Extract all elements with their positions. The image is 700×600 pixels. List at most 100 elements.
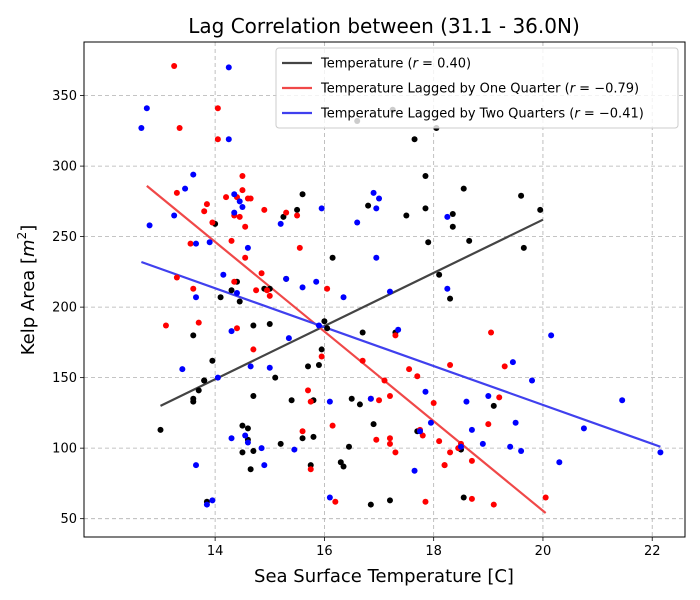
- point-series0-49: [365, 202, 372, 209]
- point-series0-8: [209, 357, 216, 364]
- point-series0-14: [239, 449, 246, 456]
- point-series2-34: [291, 446, 298, 453]
- legend-label-prefix-0: Temperature (: [320, 57, 413, 72]
- point-series0-51: [370, 421, 377, 428]
- point-series0-30: [294, 206, 301, 213]
- point-series0-13: [236, 298, 243, 305]
- point-series1-69: [488, 329, 495, 336]
- point-series0-72: [520, 244, 527, 251]
- x-axis-title: Sea Surface Temperature [C]: [254, 566, 514, 587]
- point-series2-41: [340, 294, 347, 301]
- point-series2-36: [313, 278, 320, 285]
- point-series2-19: [231, 209, 238, 216]
- point-series0-1: [190, 332, 197, 339]
- fit-lines: [140, 184, 661, 514]
- point-series0-21: [250, 392, 257, 399]
- point-series2-11: [206, 239, 213, 246]
- point-series2-4: [179, 366, 186, 373]
- point-series1-34: [296, 244, 303, 251]
- point-series1-29: [261, 206, 268, 213]
- point-series2-30: [266, 364, 273, 371]
- point-series1-61: [441, 462, 448, 469]
- point-series2-28: [258, 445, 265, 452]
- point-series0-18: [247, 466, 254, 473]
- point-series1-58: [430, 400, 437, 407]
- point-series1-45: [373, 436, 380, 443]
- fit-line-series1: [146, 184, 547, 514]
- point-series0-44: [345, 443, 352, 450]
- point-series2-17: [228, 328, 235, 335]
- point-series0-62: [436, 271, 443, 278]
- point-series2-58: [468, 426, 475, 433]
- point-series2-55: [444, 285, 451, 292]
- point-series2-27: [247, 363, 254, 370]
- point-series0-3: [190, 398, 197, 405]
- point-series0-58: [422, 205, 429, 212]
- y-axis-title: Kelp Area [m2]: [15, 225, 39, 356]
- point-series2-46: [373, 254, 380, 261]
- point-series2-38: [318, 205, 325, 212]
- legend-label-prefix-1: Temperature Lagged by One Quarter (: [320, 82, 570, 97]
- y-tick-label-5: 300: [52, 160, 77, 175]
- x-tick-label-3: 20: [535, 544, 552, 559]
- point-series2-51: [417, 428, 424, 435]
- point-series0-59: [422, 172, 429, 179]
- point-series1-62: [447, 361, 454, 368]
- point-series1-70: [490, 501, 497, 508]
- point-series1-38: [307, 466, 314, 473]
- point-series0-25: [272, 374, 279, 381]
- point-series0-10: [217, 294, 224, 301]
- point-series0-31: [299, 435, 306, 442]
- point-series2-54: [444, 213, 451, 220]
- point-series2-31: [277, 220, 284, 227]
- point-series2-18: [228, 435, 235, 442]
- point-series0-17: [244, 425, 251, 432]
- point-series1-49: [386, 435, 393, 442]
- point-series1-22: [242, 223, 249, 230]
- point-series2-37: [315, 322, 322, 329]
- point-series2-57: [463, 398, 470, 405]
- point-series0-6: [201, 377, 208, 384]
- point-series0-41: [329, 254, 336, 261]
- point-series2-5: [182, 185, 189, 192]
- point-series1-39: [318, 353, 325, 360]
- point-series1-23: [242, 254, 249, 261]
- point-series1-59: [436, 438, 443, 445]
- y-axis-title-prefix: Kelp Area [: [18, 257, 39, 355]
- axis-ticks: 14 16 18 20 22 50 100 150 200 250 300 350: [52, 89, 660, 559]
- point-series2-48: [386, 288, 393, 295]
- point-series2-69: [619, 397, 626, 404]
- point-series0-34: [307, 462, 314, 469]
- point-series2-2: [146, 222, 153, 229]
- point-series2-56: [457, 443, 464, 450]
- point-series1-1: [171, 62, 178, 69]
- point-series1-19: [236, 213, 243, 220]
- point-series2-50: [411, 467, 418, 474]
- legend-label-r-2: r: [574, 107, 581, 122]
- point-series1-0: [162, 322, 169, 329]
- x-tick-label-4: 22: [644, 544, 661, 559]
- y-tick-label-3: 200: [52, 301, 77, 316]
- legend-label-1: Temperature Lagged by One Quarter (r = −…: [320, 82, 639, 97]
- point-series0-63: [447, 295, 454, 302]
- point-series1-9: [203, 201, 210, 208]
- point-series2-8: [193, 294, 200, 301]
- point-series0-39: [321, 318, 328, 325]
- point-series2-49: [395, 326, 402, 333]
- legend-label-r-0: r: [413, 57, 420, 72]
- point-series0-60: [425, 239, 432, 246]
- point-series2-64: [518, 447, 525, 454]
- point-series0-24: [266, 321, 273, 328]
- point-series0-0: [157, 426, 164, 433]
- point-series2-53: [427, 419, 434, 426]
- y-axis-title-suffix: ]: [18, 225, 39, 232]
- point-series1-13: [223, 194, 230, 201]
- point-series2-44: [370, 189, 377, 196]
- grid: [84, 42, 685, 537]
- point-series1-72: [501, 363, 508, 370]
- point-series0-45: [348, 395, 355, 402]
- point-series2-29: [261, 462, 268, 469]
- point-series0-32: [299, 191, 306, 198]
- point-series2-1: [143, 105, 150, 112]
